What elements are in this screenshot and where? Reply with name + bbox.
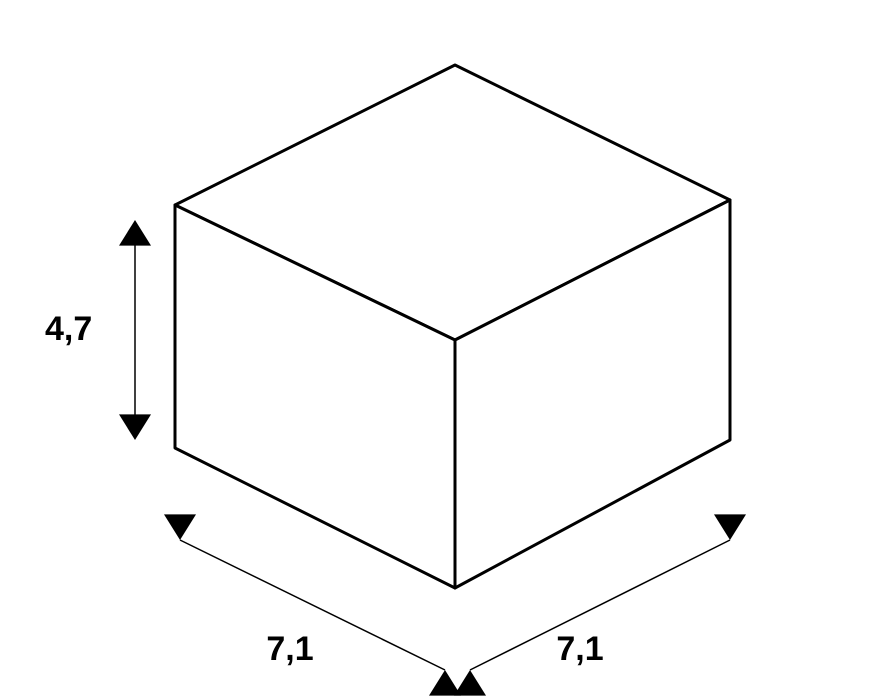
dim-height: 4,7 xyxy=(45,220,151,440)
dimension-diagram: 4,7 7,1 7,1 xyxy=(0,0,879,700)
arrow-down-icon xyxy=(119,414,151,440)
dim-width-right-label: 7,1 xyxy=(556,630,603,668)
arrow-down-icon xyxy=(714,514,746,540)
box xyxy=(175,65,730,588)
arrow-down-icon xyxy=(164,514,196,540)
dim-height-label: 4,7 xyxy=(45,310,92,348)
arrow-up-icon xyxy=(454,670,486,696)
arrow-up-icon xyxy=(119,220,151,246)
arrow-up-icon xyxy=(429,670,461,696)
dim-width-left-label: 7,1 xyxy=(266,630,313,668)
